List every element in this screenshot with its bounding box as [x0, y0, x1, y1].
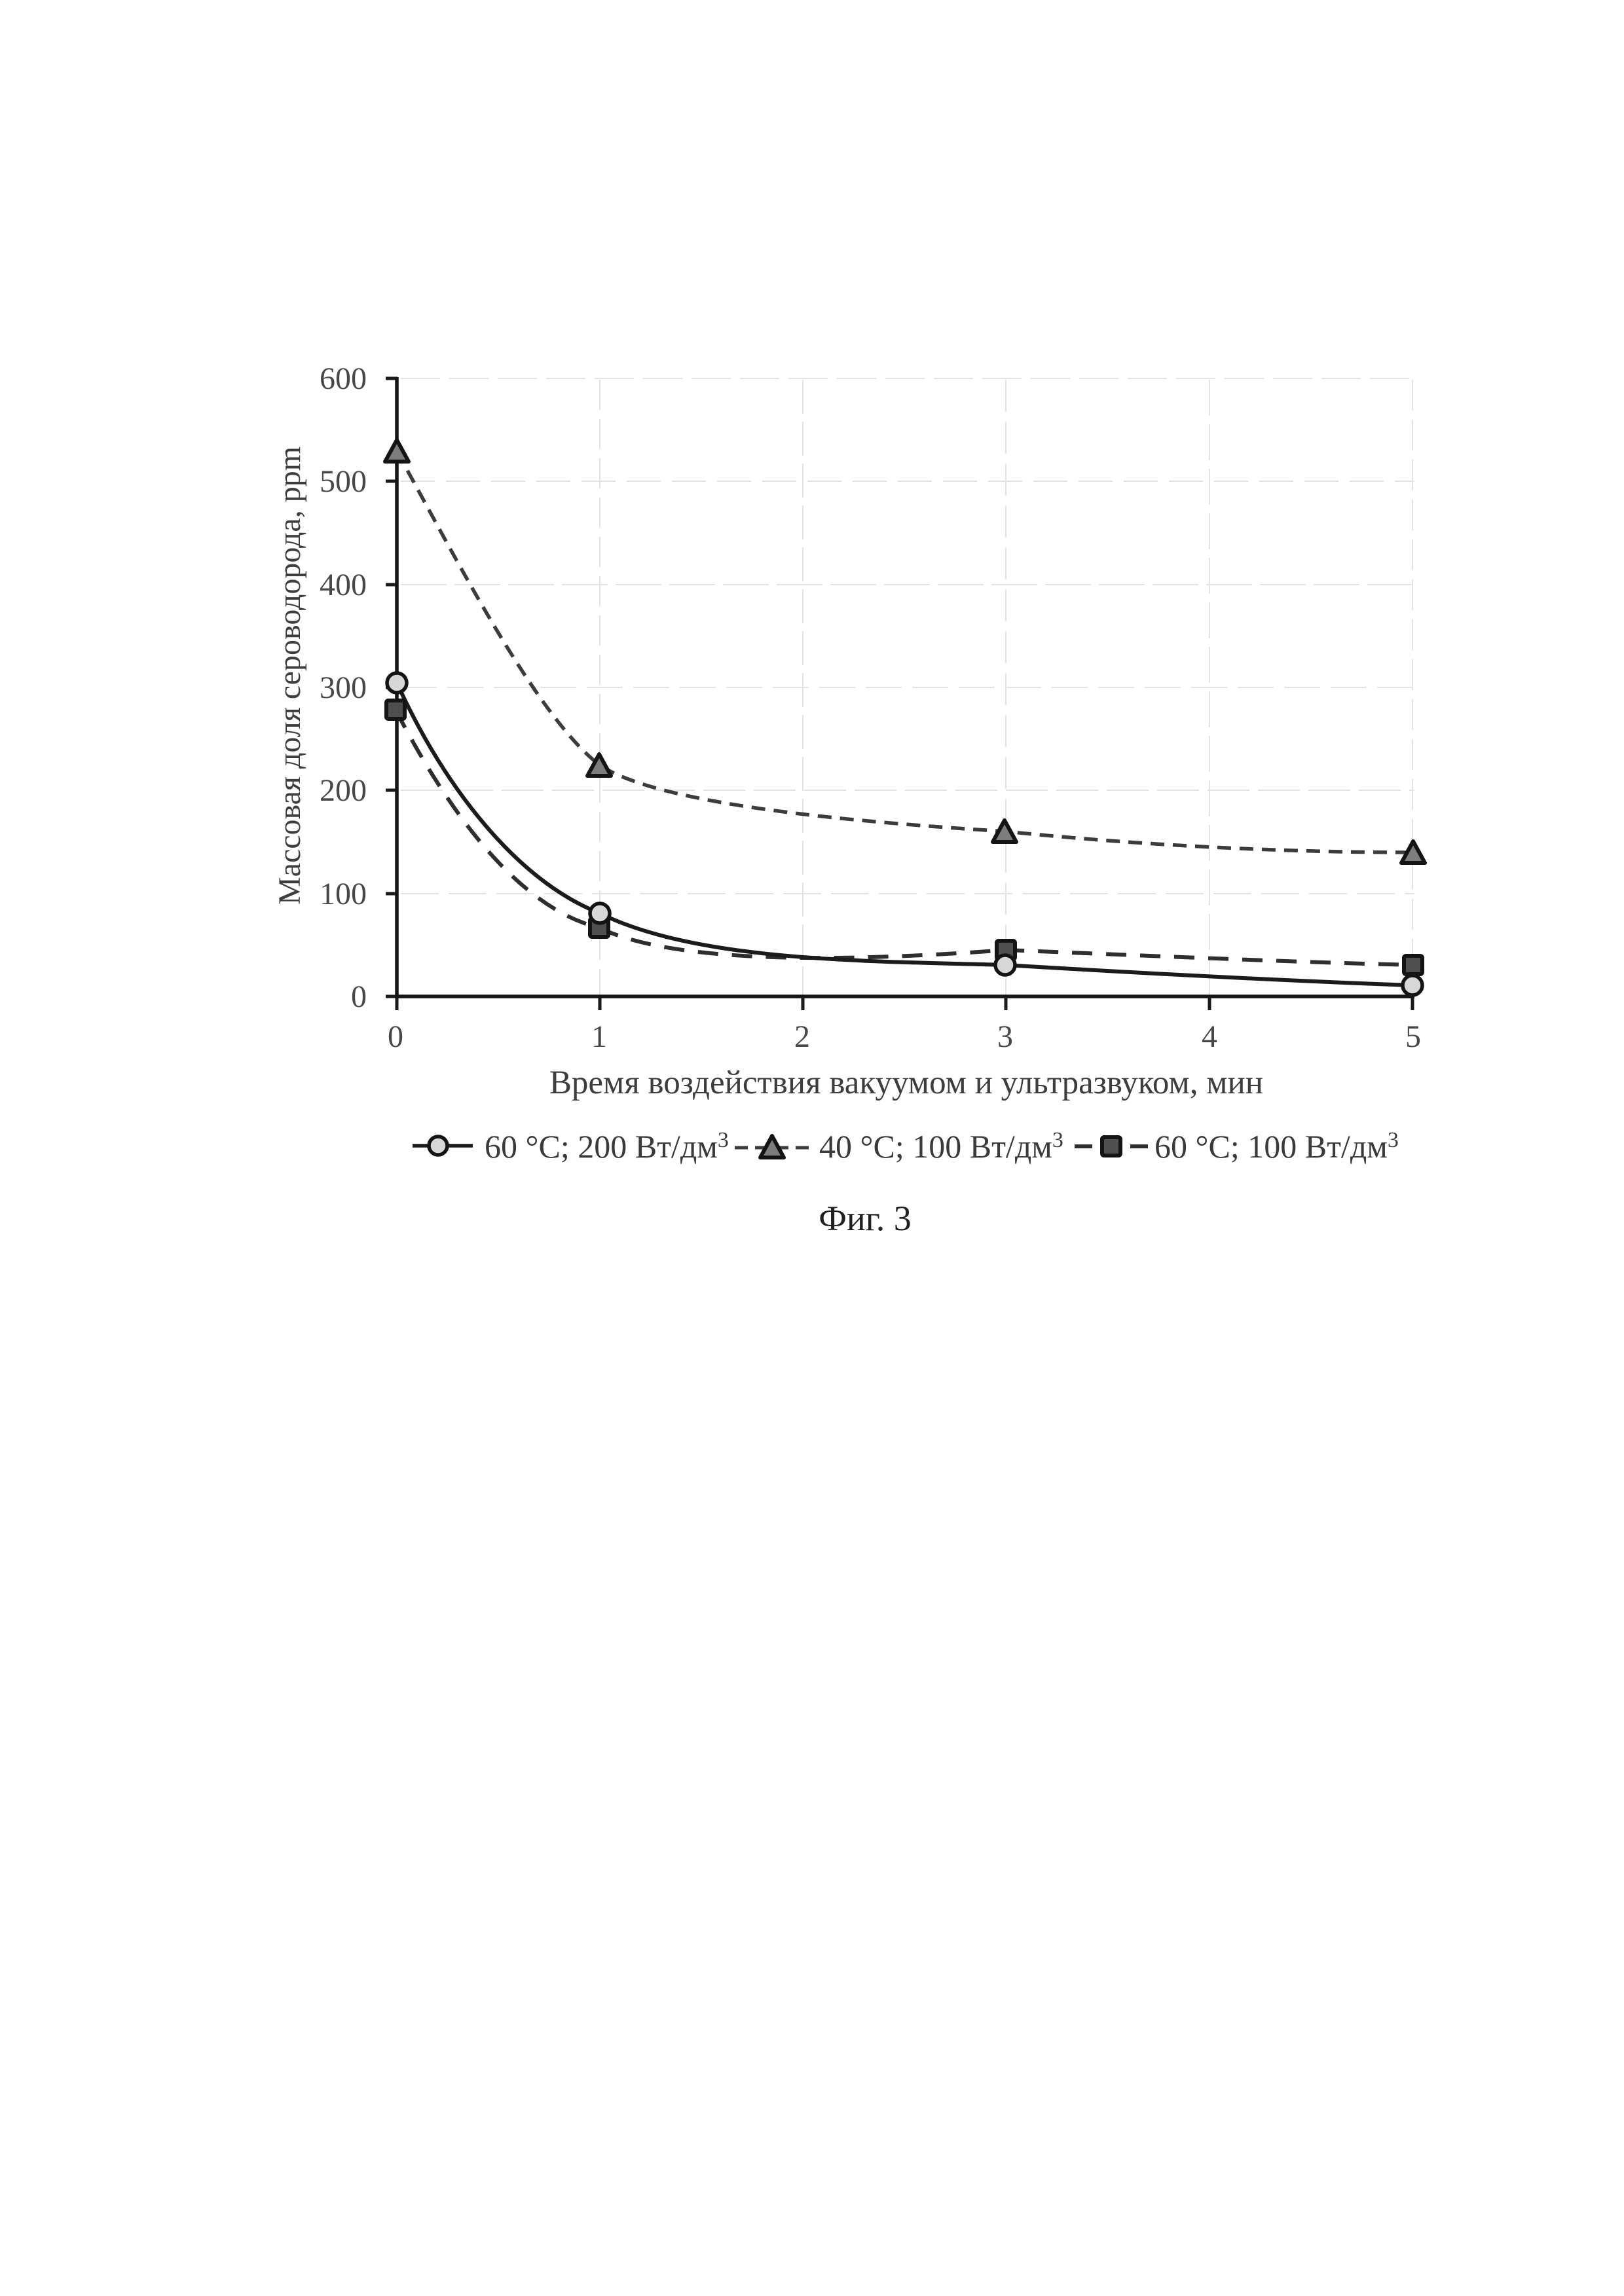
svg-text:2: 2: [794, 1019, 810, 1054]
svg-text:60 °C; 100 Вт/дм3: 60 °C; 100 Вт/дм3: [1154, 1128, 1399, 1165]
svg-text:4: 4: [1202, 1019, 1217, 1054]
svg-text:3: 3: [997, 1019, 1013, 1054]
svg-text:200: 200: [320, 773, 367, 808]
svg-text:300: 300: [320, 670, 367, 705]
svg-text:1: 1: [591, 1019, 607, 1054]
svg-text:600: 600: [320, 361, 367, 396]
svg-text:Фиг. 3: Фиг. 3: [819, 1199, 912, 1238]
svg-text:5: 5: [1405, 1019, 1421, 1054]
svg-text:100: 100: [320, 877, 367, 911]
svg-text:Время воздействия вакуумом и у: Время воздействия вакуумом и ультразвуко…: [549, 1065, 1263, 1101]
svg-text:Массовая доля сероводорода, pp: Массовая доля сероводорода, ppm: [272, 446, 307, 905]
svg-text:40 °C; 100 Вт/дм3: 40 °C; 100 Вт/дм3: [819, 1128, 1063, 1165]
svg-text:0: 0: [388, 1019, 403, 1054]
svg-text:60 °C; 200 Вт/дм3: 60 °C; 200 Вт/дм3: [485, 1128, 729, 1165]
svg-text:0: 0: [351, 979, 367, 1014]
svg-text:400: 400: [320, 568, 367, 602]
svg-text:500: 500: [320, 464, 367, 499]
